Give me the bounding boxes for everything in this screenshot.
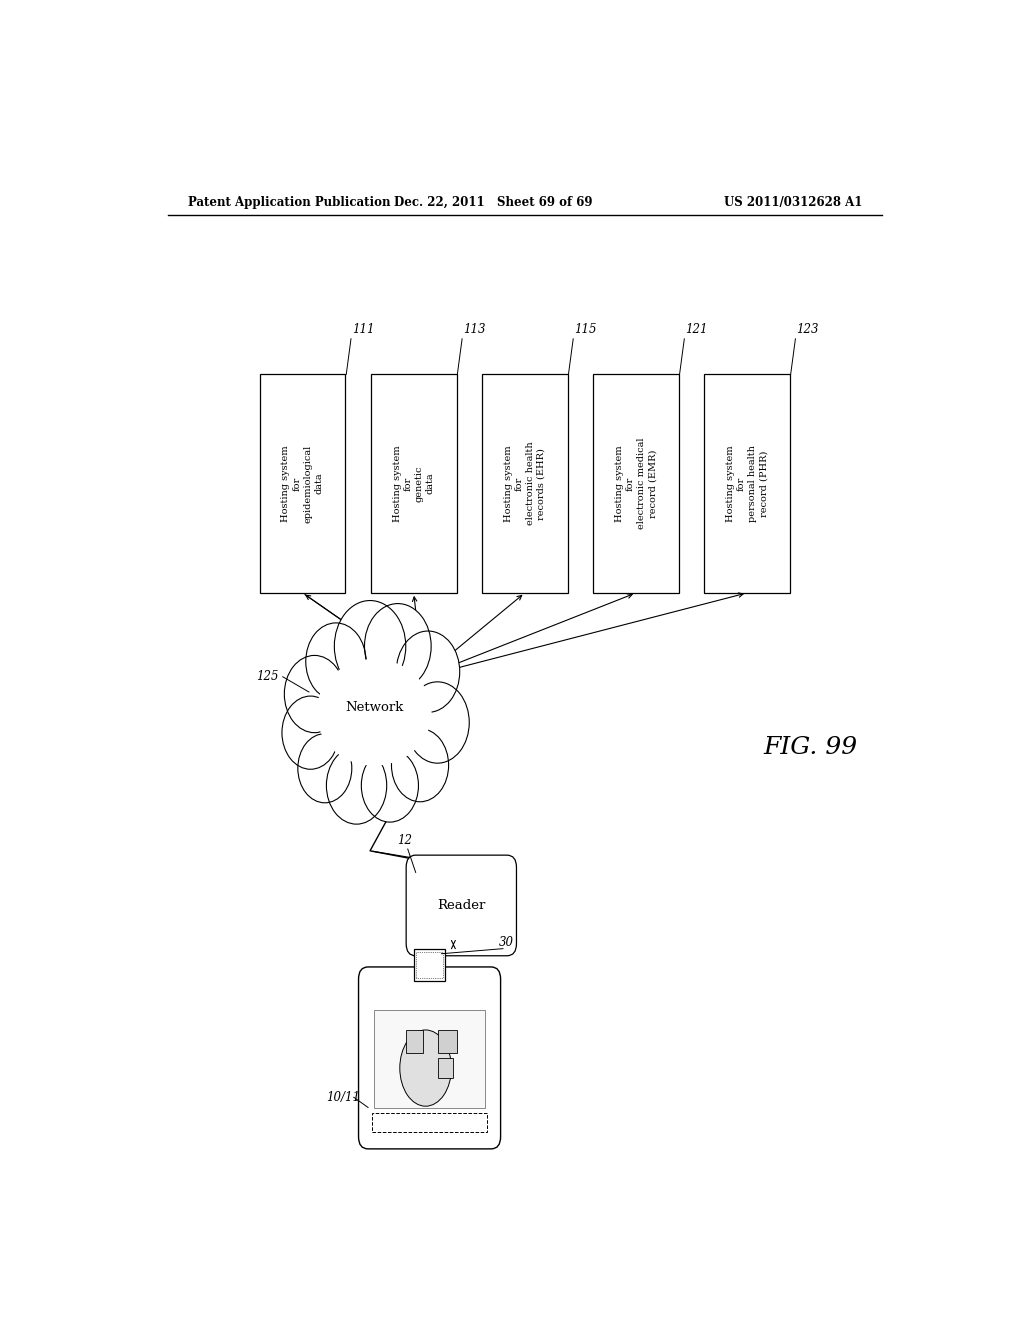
Circle shape [285, 656, 345, 733]
Circle shape [334, 601, 406, 692]
Ellipse shape [312, 653, 435, 771]
Text: Hosting system
for
personal health
record (PHR): Hosting system for personal health recor… [726, 445, 768, 523]
Text: 113: 113 [463, 323, 485, 335]
Text: 111: 111 [352, 323, 375, 335]
FancyBboxPatch shape [437, 1057, 454, 1078]
Text: Hosting system
for
epidemiological
data: Hosting system for epidemiological data [282, 445, 324, 523]
Circle shape [365, 603, 431, 689]
FancyBboxPatch shape [482, 375, 567, 593]
Text: Hosting system
for
electronic medical
record (EMR): Hosting system for electronic medical re… [614, 438, 657, 529]
Circle shape [306, 623, 367, 700]
Text: 123: 123 [797, 323, 819, 335]
Circle shape [406, 682, 469, 763]
FancyBboxPatch shape [358, 968, 501, 1148]
Text: 115: 115 [574, 323, 597, 335]
Text: US 2011/0312628 A1: US 2011/0312628 A1 [724, 195, 862, 209]
FancyBboxPatch shape [705, 375, 790, 593]
Text: Hosting system
for
electronic health
records (EHR): Hosting system for electronic health rec… [504, 442, 546, 525]
Ellipse shape [316, 659, 431, 766]
Text: 12: 12 [396, 834, 412, 847]
FancyBboxPatch shape [406, 1031, 423, 1053]
Circle shape [396, 631, 460, 713]
Circle shape [327, 747, 387, 824]
FancyBboxPatch shape [414, 949, 445, 981]
Circle shape [361, 748, 419, 822]
Text: Reader: Reader [437, 899, 485, 912]
Text: 10/11: 10/11 [326, 1090, 360, 1104]
Text: 121: 121 [685, 323, 708, 335]
FancyBboxPatch shape [593, 375, 679, 593]
FancyBboxPatch shape [375, 1010, 484, 1109]
FancyBboxPatch shape [371, 375, 457, 593]
FancyBboxPatch shape [437, 1031, 458, 1053]
Circle shape [282, 696, 339, 770]
Text: Network: Network [345, 701, 403, 714]
Text: 30: 30 [499, 936, 514, 949]
FancyBboxPatch shape [260, 375, 345, 593]
Text: Hosting system
for
genetic
data: Hosting system for genetic data [392, 445, 435, 521]
Text: Patent Application Publication: Patent Application Publication [187, 195, 390, 209]
Text: FIG. 99: FIG. 99 [763, 737, 857, 759]
Text: Dec. 22, 2011   Sheet 69 of 69: Dec. 22, 2011 Sheet 69 of 69 [394, 195, 592, 209]
Circle shape [391, 729, 449, 801]
Ellipse shape [399, 1030, 452, 1106]
FancyBboxPatch shape [372, 1113, 487, 1131]
Text: 125: 125 [256, 671, 279, 684]
Circle shape [298, 734, 352, 803]
FancyBboxPatch shape [407, 855, 516, 956]
